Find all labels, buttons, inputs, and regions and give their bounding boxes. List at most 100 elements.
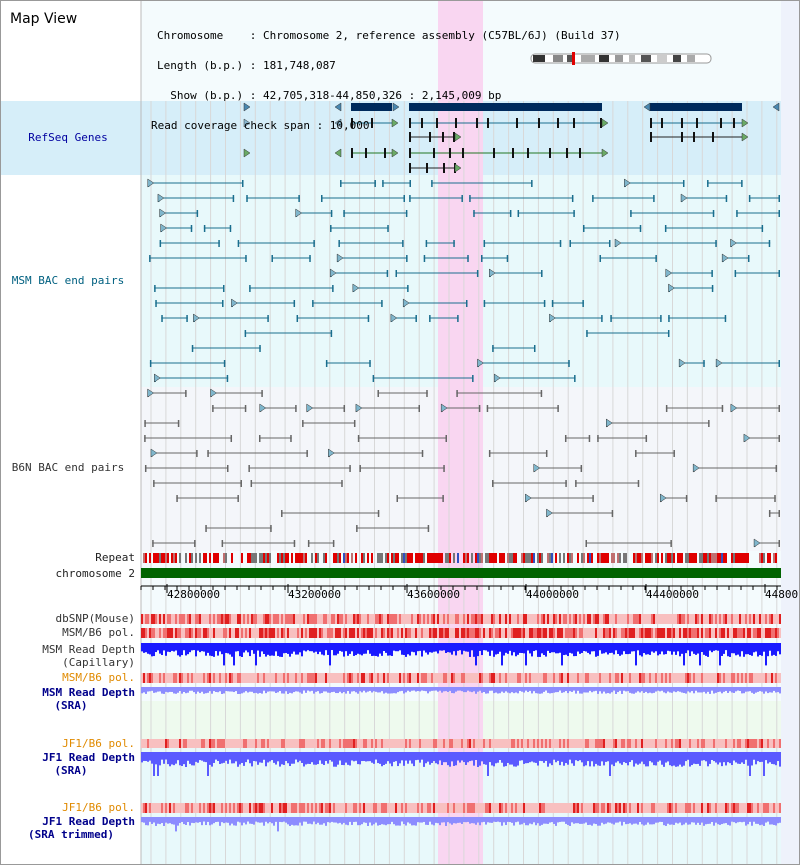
jf1-depth-bar xyxy=(307,752,309,764)
msm-pol-sra-cell xyxy=(291,673,293,683)
jf1-pol-cell xyxy=(269,739,271,748)
msm-bac-pairs-track[interactable] xyxy=(147,178,780,383)
jf1-pol-cell xyxy=(701,803,703,813)
dbsnp-cell xyxy=(455,614,457,624)
msm-sra-depth-bar xyxy=(263,687,265,691)
msm-sra-depth-bar xyxy=(655,687,657,692)
refseq-genes-label[interactable]: RefSeq Genes xyxy=(28,131,108,144)
jf1-pol-cell xyxy=(295,739,297,748)
jf1-trimmed-depth-bar xyxy=(653,817,655,825)
msm-bac-pair-end xyxy=(259,345,261,352)
msm-bac-pair-marker xyxy=(154,373,161,383)
repeat-element xyxy=(241,553,243,563)
jf1-pol-cell xyxy=(755,803,757,813)
highlight-region[interactable] xyxy=(438,1,483,864)
msm-pol-sra-cell xyxy=(247,673,249,683)
msm-depth-bar xyxy=(723,643,725,654)
polymorphism-tracks[interactable] xyxy=(141,614,781,813)
repeat-element xyxy=(577,553,579,563)
jf1-depth-bar xyxy=(399,752,401,764)
msm-sra-depth-bar xyxy=(779,687,781,694)
jf1-pol-cell xyxy=(221,739,223,748)
msm-pol-cell xyxy=(157,628,159,638)
msm-depth-bar xyxy=(565,643,567,655)
jf1-depth-bar xyxy=(419,752,421,763)
msm-pol-cell xyxy=(359,628,361,638)
dbsnp-cell xyxy=(207,614,209,624)
msm-pol-cell xyxy=(429,628,431,638)
msm-depth-bar xyxy=(733,643,735,654)
dbsnp-cell xyxy=(507,614,509,624)
repeat-element xyxy=(511,553,513,563)
msm-pol-cell xyxy=(351,628,353,638)
jf1-depth-bar xyxy=(429,752,431,765)
msm-bac-label[interactable]: MSM BAC end pairs xyxy=(11,274,125,287)
repeat-element xyxy=(249,553,251,563)
msm-bac-pair-end xyxy=(531,180,533,187)
jf1-pol-cell xyxy=(453,803,455,813)
jf1-trimmed-depth-bar xyxy=(735,817,737,824)
msm-depth-bar xyxy=(321,643,323,655)
dbsnp-cell xyxy=(601,614,603,624)
repeat-element xyxy=(283,553,285,563)
jf1-depth-bar xyxy=(741,752,743,763)
msm-pol-cell xyxy=(217,628,219,638)
msm-depth-bar xyxy=(589,643,591,655)
jf1-pol-cell xyxy=(743,739,745,748)
jf1-depth-bar xyxy=(537,752,539,766)
jf1-depth-bar xyxy=(631,752,633,761)
b6n-bac-label[interactable]: B6N BAC end pairs xyxy=(11,461,125,474)
dbsnp-cell xyxy=(303,614,305,624)
jf1-pol-cell xyxy=(373,803,375,813)
msm-sra-depth-bar xyxy=(243,687,245,693)
jf1-trimmed-depth-bar xyxy=(347,817,349,826)
jf1-pol-cell xyxy=(761,739,763,748)
repeat-element xyxy=(317,553,319,563)
chromosome-bar[interactable] xyxy=(141,568,781,578)
jf1-pol-cell xyxy=(277,739,279,748)
jf1-trimmed-depth-bar xyxy=(655,817,657,823)
chromosome-ideogram[interactable] xyxy=(530,52,712,65)
msm-pol-sra-cell xyxy=(631,673,633,683)
jf1-depth-bar xyxy=(201,752,203,761)
refseq-genes-track[interactable] xyxy=(243,102,780,173)
msm-depth-bar xyxy=(207,643,209,653)
jf1-pol-cell xyxy=(189,803,191,813)
dbsnp-cell xyxy=(771,614,773,624)
jf1-pol-cell xyxy=(231,803,233,813)
jf1-pol-cell xyxy=(243,739,245,748)
jf1-pol-cell xyxy=(587,803,589,813)
repeat-element xyxy=(499,553,501,563)
jf1-trimmed-depth-bar xyxy=(249,817,251,824)
jf1-pol-cell xyxy=(421,739,423,748)
jf1-pol-cell xyxy=(255,803,257,813)
msm-pol-cell xyxy=(537,628,539,638)
jf1-pol-cell xyxy=(207,803,209,813)
msm-depth-bar xyxy=(493,643,495,657)
msm-pol-sra-cell xyxy=(623,673,625,683)
jf1-pol-cell xyxy=(701,739,703,748)
msm-sra-depth-bar xyxy=(207,687,209,693)
msm-pol-sra-cell xyxy=(691,673,693,683)
jf1-pol-cell xyxy=(189,739,191,748)
read-depth-tracks[interactable] xyxy=(141,643,781,832)
jf1-pol-cell xyxy=(713,739,715,748)
jf1-pol-cell xyxy=(143,803,145,813)
repeat-element xyxy=(669,553,671,563)
msm-sra-depth-bar xyxy=(647,687,649,694)
msm-sra-depth-bar xyxy=(583,687,585,693)
msm-pol-sra-cell xyxy=(183,673,185,683)
msm-depth-bar xyxy=(507,643,509,654)
msm-bac-pair-end xyxy=(725,195,728,202)
msm-depth-bar xyxy=(179,643,181,657)
msm-pol-sra-cell xyxy=(175,673,177,683)
jf1-pol-cell xyxy=(503,803,505,813)
gene-exon xyxy=(557,118,559,128)
msm-pol-cell xyxy=(479,628,481,638)
repeat-track[interactable] xyxy=(143,553,777,563)
b6n-bac-pairs-track[interactable] xyxy=(144,388,780,548)
jf1-trimmed-depth-bar xyxy=(539,817,541,826)
jf1-depth-bar xyxy=(699,752,701,766)
dbsnp-cell xyxy=(589,614,591,624)
jf1-pol-cell xyxy=(689,739,691,748)
